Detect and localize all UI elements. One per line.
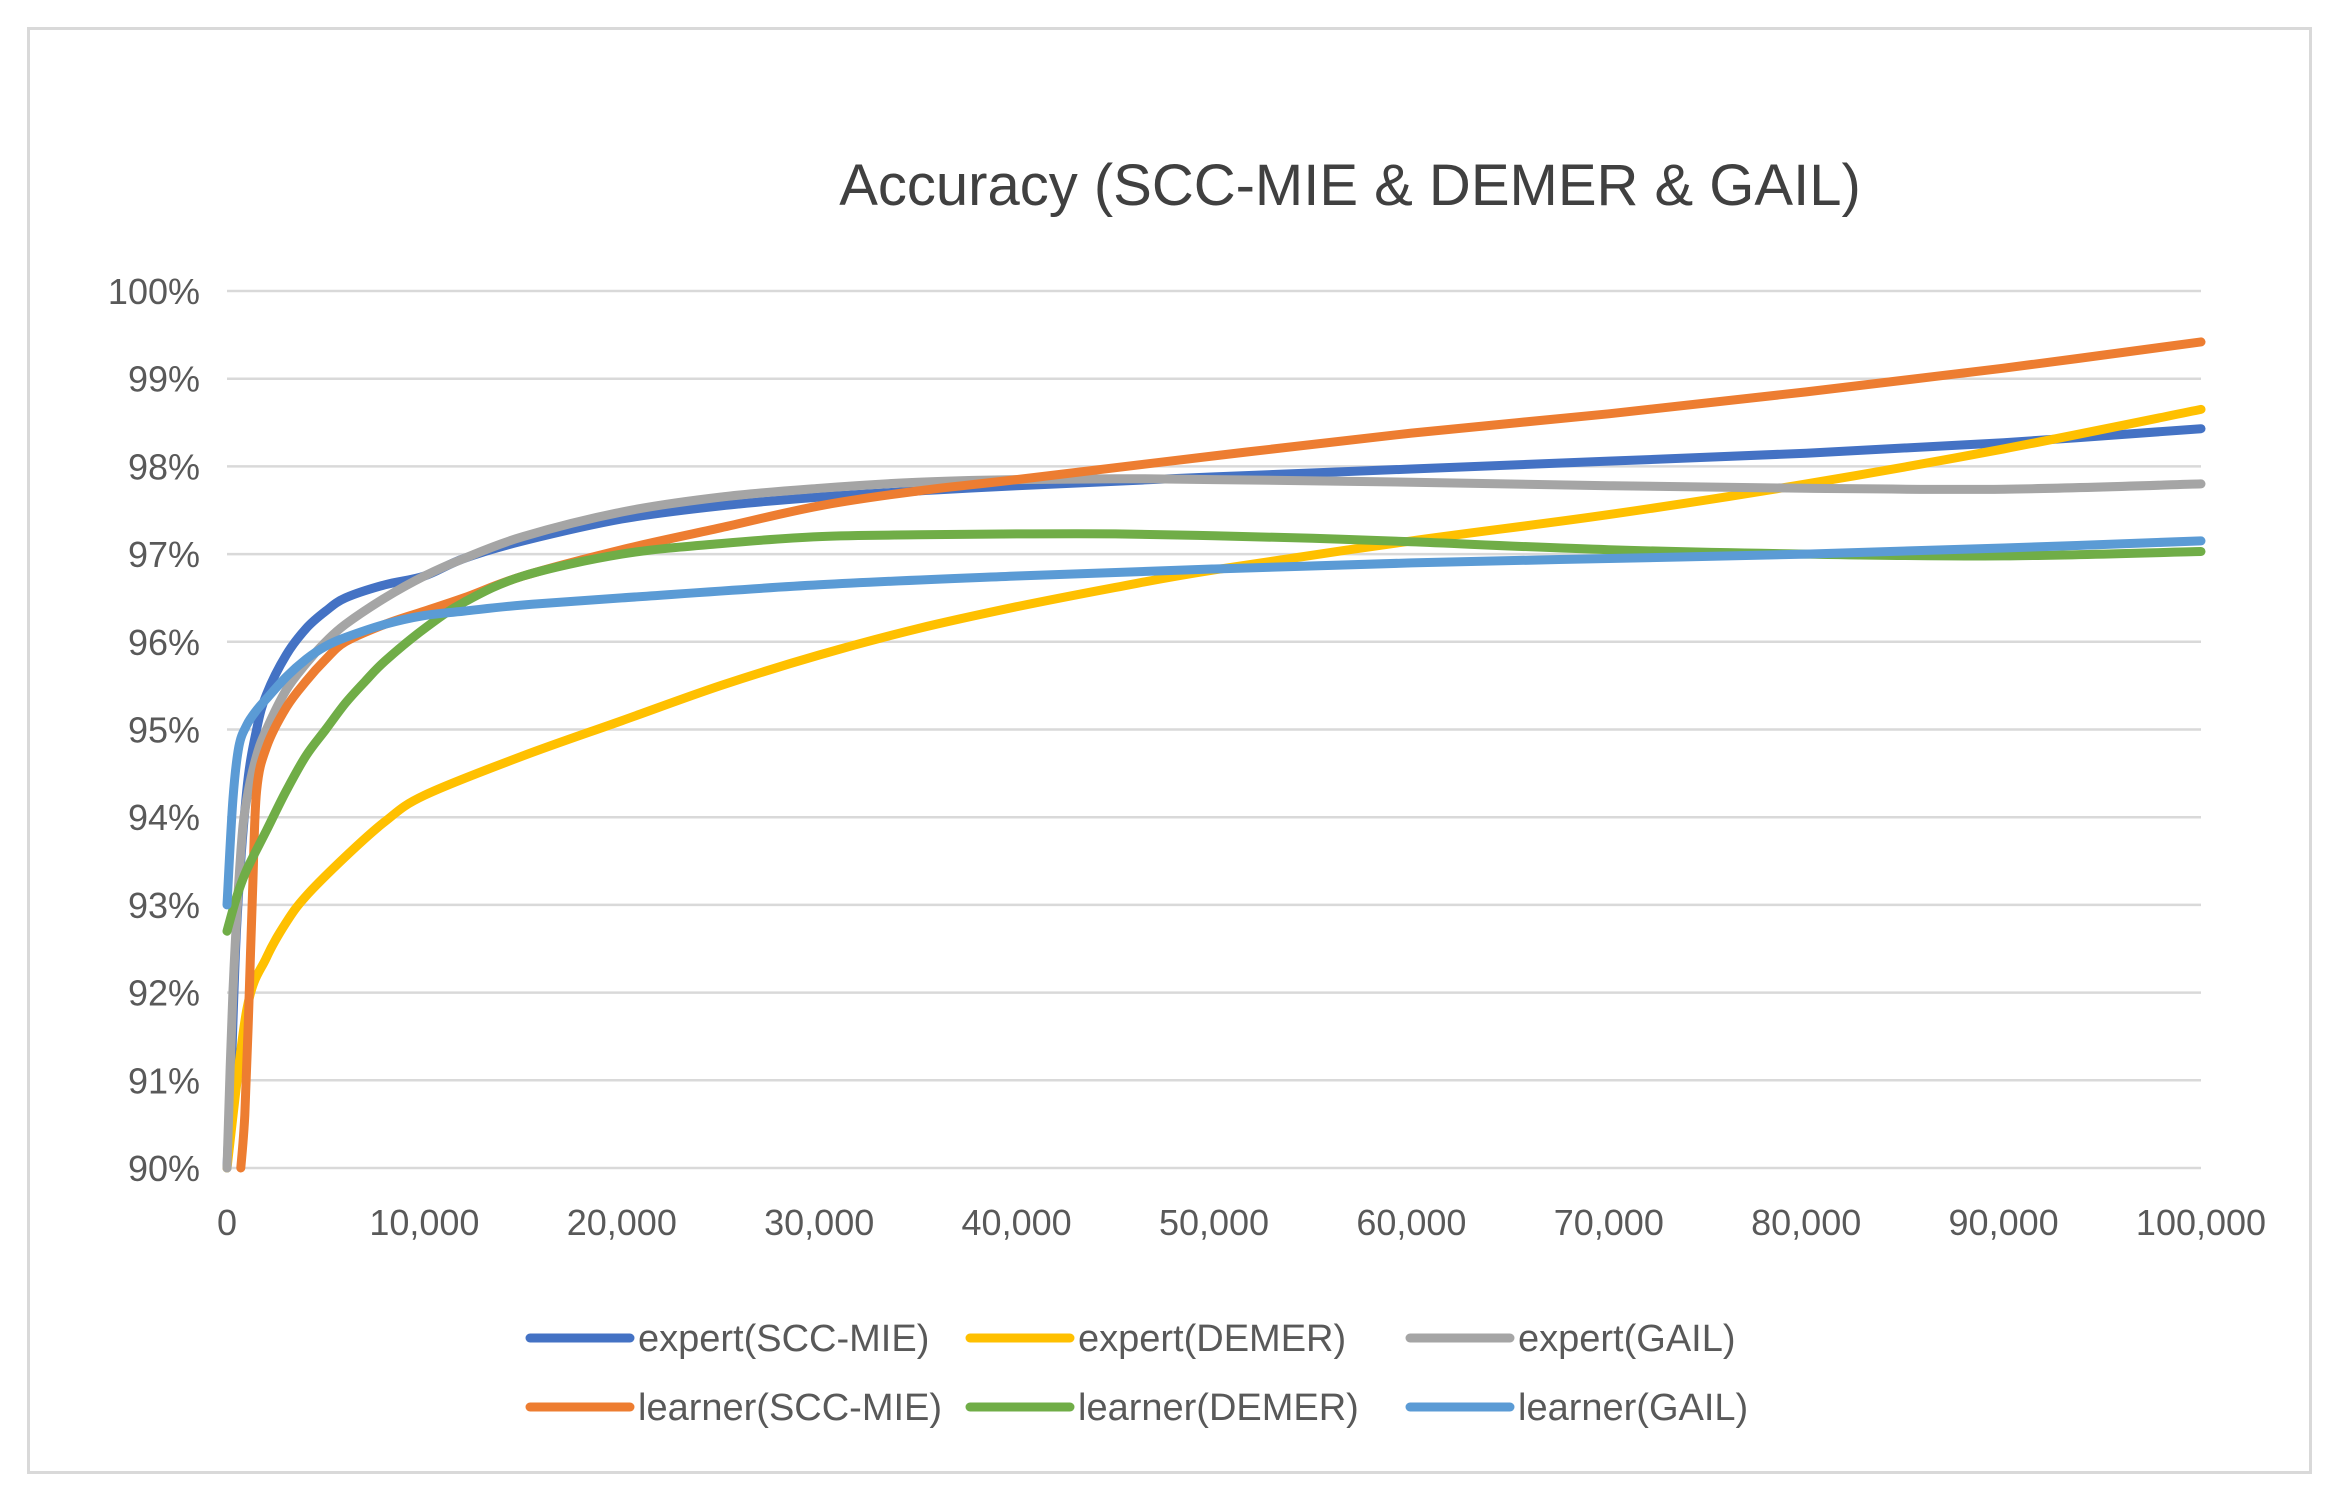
grid-layer	[227, 289, 2201, 1170]
series-line-expert-demer	[222, 404, 2206, 1173]
y-tick-label: 92%	[128, 973, 200, 1014]
y-tick-label: 90%	[128, 1148, 200, 1189]
y-tick-label: 95%	[128, 710, 200, 751]
series-layer	[222, 337, 2206, 1173]
y-tick-label: 94%	[128, 797, 200, 838]
y-tick-label: 97%	[128, 534, 200, 575]
chart-title: Accuracy (SCC-MIE & DEMER & GAIL)	[839, 153, 1861, 218]
y-tick-label: 98%	[128, 446, 200, 487]
x-tick-label: 30,000	[764, 1202, 874, 1243]
chart-frame: Accuracy (SCC-MIE & DEMER & GAIL) 90% 91%…	[27, 27, 2312, 1474]
x-tick-label: 40,000	[962, 1202, 1072, 1243]
legend-label-learner-gail: learner(GAIL)	[1518, 1387, 1748, 1429]
series-line-learner-demer	[222, 529, 2206, 936]
x-tick-label: 0	[217, 1202, 237, 1243]
series-line-expert-gail	[222, 474, 2206, 1173]
x-tick-label: 80,000	[1751, 1202, 1861, 1243]
legend-label-expert-gail: expert(GAIL)	[1518, 1318, 1736, 1360]
x-tick-label: 100,000	[2136, 1202, 2266, 1243]
y-tick-label: 99%	[128, 359, 200, 400]
x-tick-label: 10,000	[369, 1202, 479, 1243]
y-tick-label: 96%	[128, 622, 200, 663]
legend-label-learner-demer: learner(DEMER)	[1078, 1387, 1359, 1429]
x-tick-label: 90,000	[1949, 1202, 2059, 1243]
legend-label-learner-scc-mie: learner(SCC-MIE)	[638, 1387, 942, 1429]
x-tick-label: 60,000	[1356, 1202, 1466, 1243]
x-axis-tick-labels: 0 10,000 20,000 30,000 40,000 50,000 60,000 70,…	[217, 1202, 2266, 1243]
y-tick-label: 91%	[128, 1060, 200, 1101]
x-tick-label: 70,000	[1554, 1202, 1664, 1243]
legend-label-expert-scc-mie: expert(SCC-MIE)	[638, 1318, 929, 1360]
legend: expert(SCC-MIE) expert(DEMER) expert(GAIL)…	[525, 1318, 1748, 1429]
series-line-learner-gail	[222, 536, 2206, 910]
series-line-expert-scc-mie	[222, 424, 2206, 1173]
y-axis-tick-labels: 90% 91% 92% 93% 94% 95% 96% 97% 98% 99% 100%	[108, 271, 200, 1189]
legend-label-expert-demer: expert(DEMER)	[1078, 1318, 1346, 1360]
x-tick-label: 20,000	[567, 1202, 677, 1243]
chart-svg: Accuracy (SCC-MIE & DEMER & GAIL) 90% 91%…	[108, 153, 2266, 1429]
y-tick-label: 93%	[128, 885, 200, 926]
y-tick-label: 100%	[108, 271, 200, 312]
x-tick-label: 50,000	[1159, 1202, 1269, 1243]
